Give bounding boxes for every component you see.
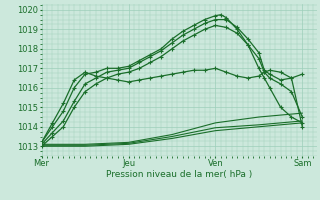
X-axis label: Pression niveau de la mer( hPa ): Pression niveau de la mer( hPa ) bbox=[106, 170, 252, 179]
